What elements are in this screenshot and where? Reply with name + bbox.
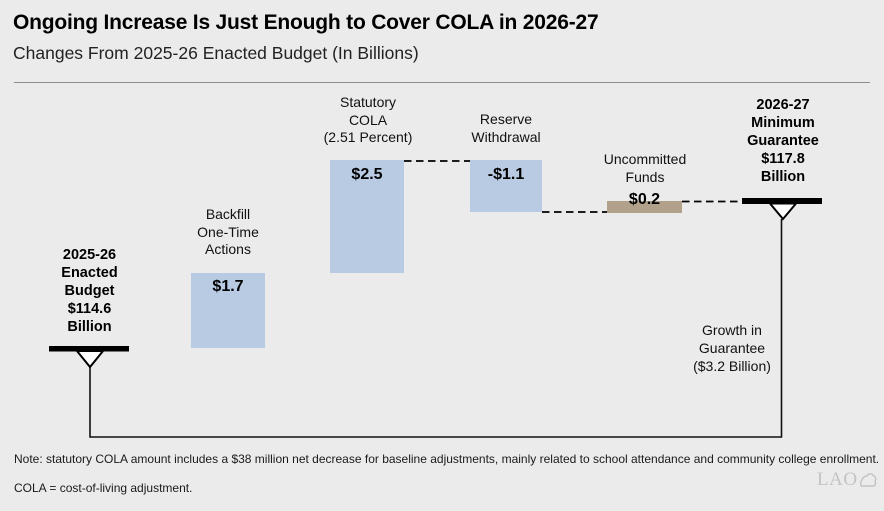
bar-backfill-one-time-actions: $1.7 (191, 273, 265, 348)
label-line: Funds (625, 168, 665, 185)
lao-logo: LAO (817, 469, 878, 491)
start-marker-triangle-icon (74, 350, 106, 369)
start-marker-bar (49, 346, 129, 352)
end-marker-label: 2026-27 Minimum Guarantee $117.8 Billion (722, 96, 844, 186)
label-line: Budget (64, 283, 115, 299)
end-marker-triangle-icon (767, 202, 799, 221)
label-line: Enacted (61, 265, 118, 281)
footnote-statutory-cola: Note: statutory COLA amount includes a $… (14, 452, 880, 466)
label-line: ($3.2 Billion) (693, 358, 771, 374)
bar-value-label: $2.5 (351, 166, 383, 183)
lao-logo-bear-icon (859, 473, 876, 487)
bar-value-label: -$1.1 (487, 166, 525, 183)
reserve-category-label: Reserve Withdrawal (446, 111, 566, 146)
label-line: Statutory (339, 94, 397, 110)
cola-category-label: Statutory COLA (2.51 Percent) (288, 94, 448, 147)
start-marker-label: 2025-26 Enacted Budget $114.6 Billion (29, 246, 150, 336)
end-marker-bar (742, 198, 822, 204)
lao-logo-text: LAO (817, 469, 858, 490)
label-line: Growth in (702, 322, 762, 338)
label-line: (2.51 Percent) (323, 129, 413, 145)
label-line: Billion (760, 169, 806, 185)
label-line: Guarantee (747, 133, 819, 149)
bar-value-label-uncommitted: $0.2 (628, 191, 661, 208)
label-line: Guarantee (698, 340, 766, 356)
footnote-cola-definition: COLA = cost-of-living adjustment. (14, 481, 193, 495)
header-divider (14, 82, 870, 83)
label-line: Billion (67, 319, 112, 335)
backfill-category-label: Backfill One-Time Actions (168, 206, 288, 259)
bar-statutory-cola: $2.5 (330, 160, 404, 273)
bar-uncommitted-funds (607, 201, 682, 213)
label-line: $117.8 (761, 151, 805, 167)
label-line: COLA (348, 111, 388, 128)
bar-reserve-withdrawal: -$1.1 (470, 160, 542, 212)
label-line: Reserve (479, 111, 533, 127)
uncommitted-category-label: Uncommitted Funds (585, 151, 705, 186)
label-line: Withdrawal (471, 128, 541, 145)
chart-subtitle: Changes From 2025-26 Enacted Budget (In … (13, 43, 419, 63)
label-line: Minimum (751, 115, 815, 131)
growth-annotation-label: Growth in Guarantee ($3.2 Billion) (662, 321, 802, 375)
bar-value-label: $1.7 (212, 278, 244, 295)
label-line: Actions (205, 241, 251, 257)
label-line: Uncommitted (603, 151, 687, 167)
label-line: $114.6 (67, 301, 112, 317)
label-line: Backfill (205, 206, 251, 222)
label-line: 2026-27 (756, 97, 810, 113)
label-line: One-Time (197, 223, 259, 240)
chart-title: Ongoing Increase Is Just Enough to Cover… (13, 11, 599, 34)
label-line: 2025-26 (62, 247, 117, 263)
